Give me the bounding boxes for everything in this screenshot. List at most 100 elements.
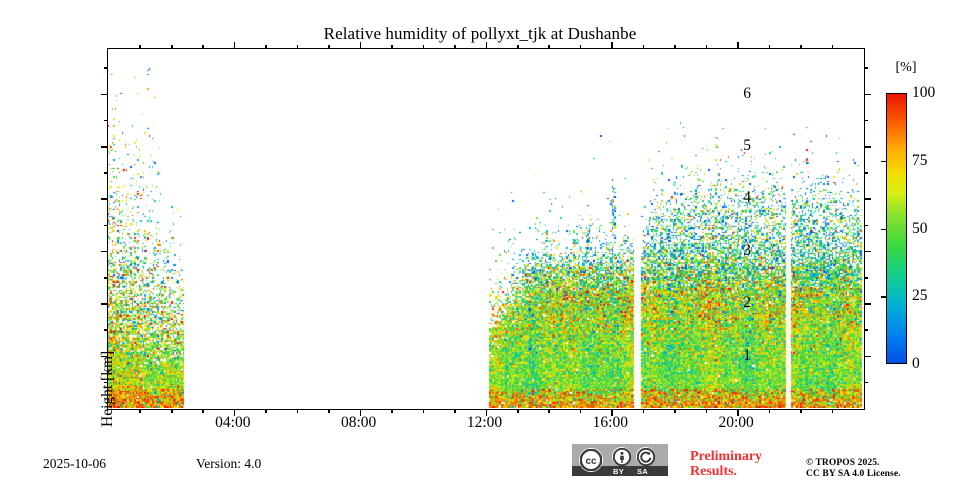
y-tick-label: 5 xyxy=(743,136,751,154)
x-tick-minor-top xyxy=(831,45,834,49)
x-tick-major-top xyxy=(737,42,739,49)
x-tick-label: 12:00 xyxy=(466,414,503,431)
y-tick-major xyxy=(101,93,108,96)
colorbar-tick-label: 50 xyxy=(912,219,928,237)
colorbar-tick xyxy=(881,296,886,298)
colorbar-tick-label: 75 xyxy=(912,151,928,169)
x-tick-minor xyxy=(265,409,267,413)
x-tick-minor-top xyxy=(579,45,582,49)
y-tick-minor-right xyxy=(864,67,868,69)
y-tick-major xyxy=(101,303,108,305)
cc-by-label: BY xyxy=(613,467,625,476)
x-tick-minor xyxy=(454,409,456,413)
x-tick-minor xyxy=(139,409,142,413)
colorbar-tick-label: 0 xyxy=(912,355,920,372)
colorbar-gradient xyxy=(886,93,907,364)
y-tick-minor-right xyxy=(864,329,868,331)
y-tick-minor-right xyxy=(864,172,868,174)
cc-sa-label: SA xyxy=(637,467,649,476)
x-tick-minor xyxy=(674,409,676,413)
y-tick-minor xyxy=(104,381,108,384)
x-tick-minor-top xyxy=(422,45,425,49)
y-tick-major xyxy=(101,355,108,358)
x-tick-minor xyxy=(328,409,330,413)
y-axis-title: Height [km] xyxy=(99,350,116,427)
y-tick-minor-right xyxy=(864,224,868,227)
colorbar: 0 25 50 75 100 xyxy=(881,84,935,372)
x-tick-minor xyxy=(768,409,771,413)
cc-badge-strip xyxy=(572,466,668,476)
y-tick-major-right xyxy=(864,145,871,148)
y-tick-minor-right xyxy=(864,119,868,122)
x-tick-major xyxy=(359,409,362,416)
x-tick-label: 16:00 xyxy=(592,414,628,431)
x-tick-minor-top xyxy=(548,45,550,49)
x-tick-minor-top xyxy=(642,45,645,49)
x-tick-minor xyxy=(548,409,550,413)
y-tick-label: 3 xyxy=(743,241,751,259)
colorbar-tick-label: 25 xyxy=(912,287,928,305)
x-tick-major xyxy=(737,409,739,416)
y-tick-minor xyxy=(104,276,108,279)
chart-title: Relative humidity of pollyxt_tjk at Dush… xyxy=(323,24,637,43)
x-tick-minor-top xyxy=(328,45,330,49)
x-tick-minor-top xyxy=(391,45,393,49)
x-tick-minor-top xyxy=(265,45,267,49)
y-tick-minor xyxy=(104,67,108,69)
cc-license-badge[interactable]: cc BY SA xyxy=(572,444,668,476)
colorbar-tick xyxy=(881,160,886,163)
x-tick-minor-top xyxy=(296,45,299,49)
footer-version: Version: 4.0 xyxy=(196,456,262,471)
x-tick-minor xyxy=(642,409,645,413)
y-tick-minor xyxy=(104,329,108,331)
x-tick-minor xyxy=(170,409,173,413)
y-tick-label: 1 xyxy=(743,346,751,364)
colorbar-unit-label: [%] xyxy=(895,60,917,75)
x-tick-minor-top xyxy=(139,45,142,49)
x-tick-minor-top xyxy=(454,45,456,49)
footer-date: 2025-10-06 xyxy=(43,456,106,471)
x-tick-minor xyxy=(202,409,204,413)
cc-icon: cc xyxy=(579,448,603,472)
x-tick-major xyxy=(611,409,613,416)
y-tick-major-right xyxy=(864,303,871,305)
svg-text:cc: cc xyxy=(585,456,597,467)
y-tick-minor xyxy=(104,172,108,174)
y-tick-major-right xyxy=(864,250,871,253)
y-tick-label: 2 xyxy=(743,294,751,312)
x-tick-minor xyxy=(800,409,802,413)
x-tick-minor xyxy=(579,409,582,413)
x-tick-minor xyxy=(831,409,834,413)
x-tick-minor-top xyxy=(674,45,676,49)
y-tick-major xyxy=(101,145,108,148)
colorbar-tick-label: 100 xyxy=(912,84,936,101)
x-tick-minor xyxy=(705,409,708,413)
y-tick-major xyxy=(101,250,108,253)
cc-sa-icon xyxy=(636,447,655,466)
y-tick-major-right xyxy=(864,93,871,96)
x-tick-label: 08:00 xyxy=(341,414,377,431)
y-tick-major-right xyxy=(864,355,871,358)
x-tick-major-top xyxy=(233,42,236,49)
copyright-line-2: CC BY SA 4.0 License. xyxy=(806,469,901,479)
x-tick-major xyxy=(233,409,236,416)
preliminary-results-note: Preliminary Results. xyxy=(690,449,763,479)
x-tick-major-top xyxy=(611,42,613,49)
y-tick-minor-right xyxy=(864,276,868,279)
y-tick-minor xyxy=(104,119,108,122)
x-tick-major-top xyxy=(485,42,488,49)
x-tick-minor-top xyxy=(705,45,708,49)
cc-by-icon xyxy=(612,447,631,466)
x-tick-minor xyxy=(516,409,519,413)
x-tick-minor-top xyxy=(170,45,173,49)
x-tick-minor xyxy=(422,409,425,413)
colorbar-tick xyxy=(881,228,886,230)
x-tick-label: 20:00 xyxy=(718,414,754,431)
x-tick-major-top xyxy=(359,42,362,49)
humidity-heatmap-canvas xyxy=(108,49,863,408)
y-tick-label: 6 xyxy=(743,84,751,102)
x-tick-minor-top xyxy=(800,45,802,49)
x-tick-minor xyxy=(296,409,299,413)
x-tick-label: 04:00 xyxy=(215,414,251,431)
